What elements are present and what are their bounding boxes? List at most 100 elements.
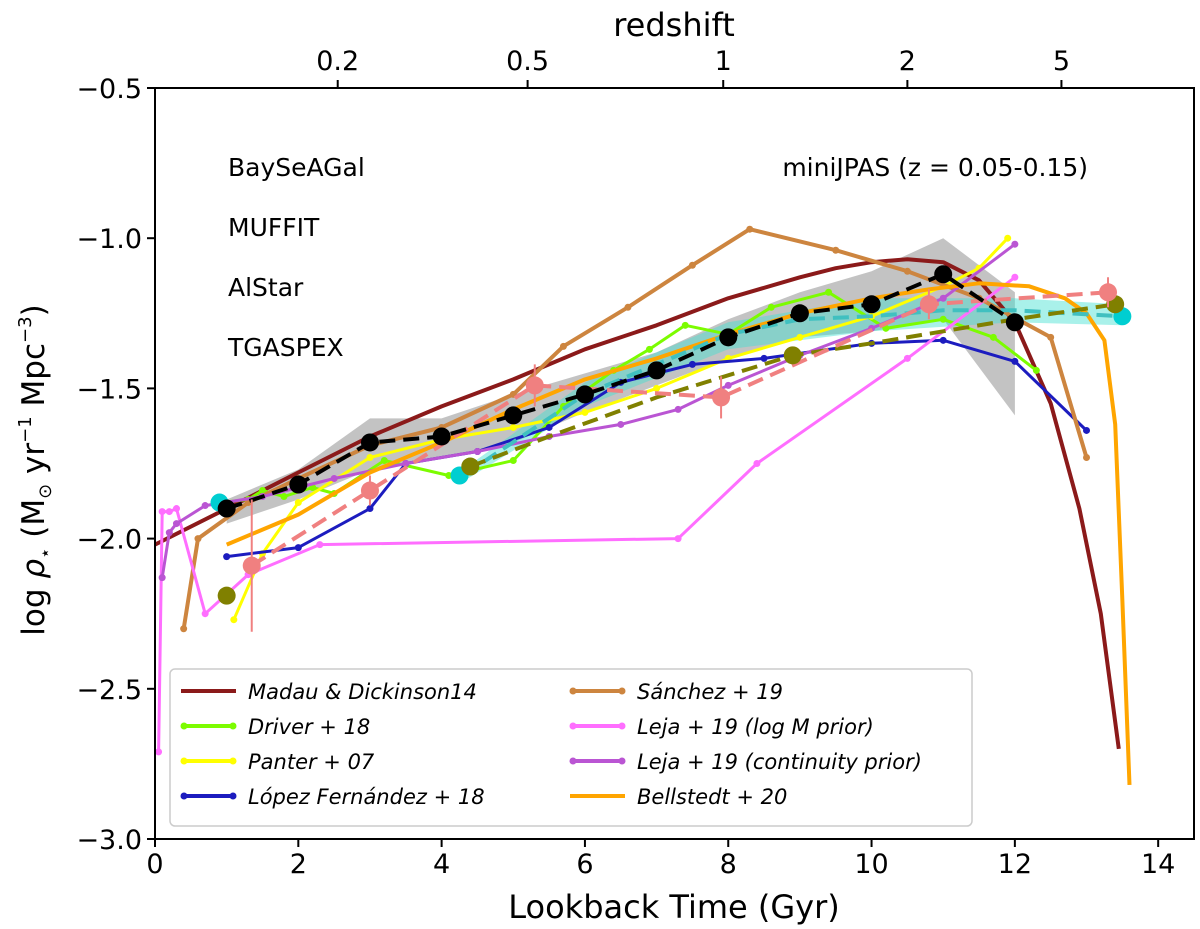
legend-dot [229,757,237,765]
point-leja-19-log-m-prior [674,535,682,543]
legend-dot [229,722,237,730]
top-tick-label: 1 [715,46,732,77]
marker-muffit [1099,283,1118,302]
point-panter-07 [796,333,804,341]
point-leja-19-continuity-prior [674,405,682,413]
marker-bayseagal [647,361,666,380]
point-leja-19-continuity-prior [473,447,481,455]
point-driver-18 [882,324,890,332]
series-lines [154,225,1132,785]
point-leja-19-continuity-prior [939,294,947,302]
point-l-pez-fern-ndez-18 [688,360,696,368]
point-l-pez-fern-ndez-18 [1083,426,1091,434]
point-leja-19-log-m-prior [201,610,209,618]
marker-muffit [242,556,261,575]
marker-muffit [919,295,938,314]
point-leja-19-continuity-prior [330,475,338,483]
series-markers [210,265,1132,632]
top-axis-label: redshift [613,6,735,44]
legend-label-l-pez-fern-ndez-18: López Fernández + 18 [248,785,485,809]
legend-dot [180,757,188,765]
point-leja-19-continuity-prior [158,574,166,582]
point-s-nchez-19 [903,267,911,275]
legend-label-leja-19-continuity-prior: Leja + 19 (continuity prior) [637,750,922,774]
x-tick-label: 12 [998,849,1032,880]
top-tick-label: 0.2 [316,46,359,77]
point-leja-19-log-m-prior [158,508,166,516]
top-tick-label: 2 [899,46,916,77]
top-redshift-ticks: 0.2 0.5 1 2 5 [316,46,1070,88]
point-leja-19-log-m-prior [165,508,173,516]
marker-bayseagal [719,328,738,347]
legend-label-s-nchez-19: Sánchez + 19 [637,680,783,704]
point-s-nchez-19 [688,261,696,269]
y-tick-label: −1.5 [76,374,142,405]
point-leja-19-log-m-prior [316,541,324,549]
marker-muffit [712,388,731,407]
point-leja-19-continuity-prior [172,520,180,528]
y-tick-label: −1.0 [76,224,142,255]
series-line-bayseagal [226,272,1017,511]
point-driver-18 [767,303,775,311]
x-axis-label: Lookback Time (Gyr) [508,888,840,926]
legend-dot [618,687,626,695]
y-axis-label: log ρ⋆ (M⊙ yr−1 Mpc−3) [15,304,56,635]
point-driver-18 [258,487,266,495]
point-driver-18 [380,456,388,464]
y-axis-ticks: −3.0 −2.5 −2.0 −1.5 −1.0 −0.5 [76,74,155,856]
point-s-nchez-19 [624,303,632,311]
marker-bayseagal [575,385,594,404]
marker-bayseagal [217,499,236,518]
marker-bayseagal [934,265,953,284]
point-l-pez-fern-ndez-18 [294,544,302,552]
marker-tgaspex [783,346,802,365]
legend-label-leja-19-log-m-prior: Leja + 19 (log M prior) [637,715,874,739]
point-driver-18 [939,315,947,323]
point-l-pez-fern-ndez-18 [1011,357,1019,365]
point-leja-19-log-m-prior [172,505,180,513]
annotation-tgaspex: TGASPEX [227,333,344,362]
point-s-nchez-19 [180,625,188,633]
point-leja-19-log-m-prior [903,354,911,362]
point-driver-18 [681,321,689,329]
annotation-sample: miniJPAS (z = 0.05-0.15) [782,153,1088,182]
point-s-nchez-19 [832,246,840,254]
legend-dot [569,722,577,730]
marker-bayseagal [790,304,809,323]
legend-dot [229,792,237,800]
point-driver-18 [280,493,288,501]
point-s-nchez-19 [1083,453,1091,461]
point-leja-19-continuity-prior [1011,240,1019,248]
marker-bayseagal [504,406,523,425]
top-tick-label: 0.5 [506,46,549,77]
marker-bayseagal [862,295,881,314]
point-driver-18 [825,288,833,296]
point-panter-07 [230,616,238,624]
marker-bayseagal [1005,313,1024,332]
point-driver-18 [1032,366,1040,374]
point-leja-19-continuity-prior [402,460,410,467]
point-panter-07 [294,499,302,507]
legend-dot [618,722,626,730]
point-driver-18 [645,345,653,353]
point-panter-07 [1004,234,1012,242]
x-tick-label: 8 [720,849,737,880]
marker-bayseagal [360,433,379,452]
point-panter-07 [653,384,661,392]
point-leja-19-continuity-prior [724,381,732,389]
marker-muffit [525,376,544,395]
point-l-pez-fern-ndez-18 [545,423,553,431]
marker-tgaspex [217,586,236,605]
point-leja-19-log-m-prior [753,460,761,467]
point-panter-07 [581,408,589,416]
y-tick-label: −3.0 [76,825,142,856]
point-driver-18 [989,333,997,341]
y-tick-label: −2.0 [76,525,142,556]
legend: Madau & Dickinson14 Driver + 18 Panter + 0… [169,668,973,827]
point-panter-07 [509,423,517,431]
point-l-pez-fern-ndez-18 [939,336,947,344]
legend-dot [569,757,577,765]
annotation-muffit: MUFFIT [228,213,320,242]
marker-bayseagal [289,475,308,494]
point-s-nchez-19 [559,342,567,350]
